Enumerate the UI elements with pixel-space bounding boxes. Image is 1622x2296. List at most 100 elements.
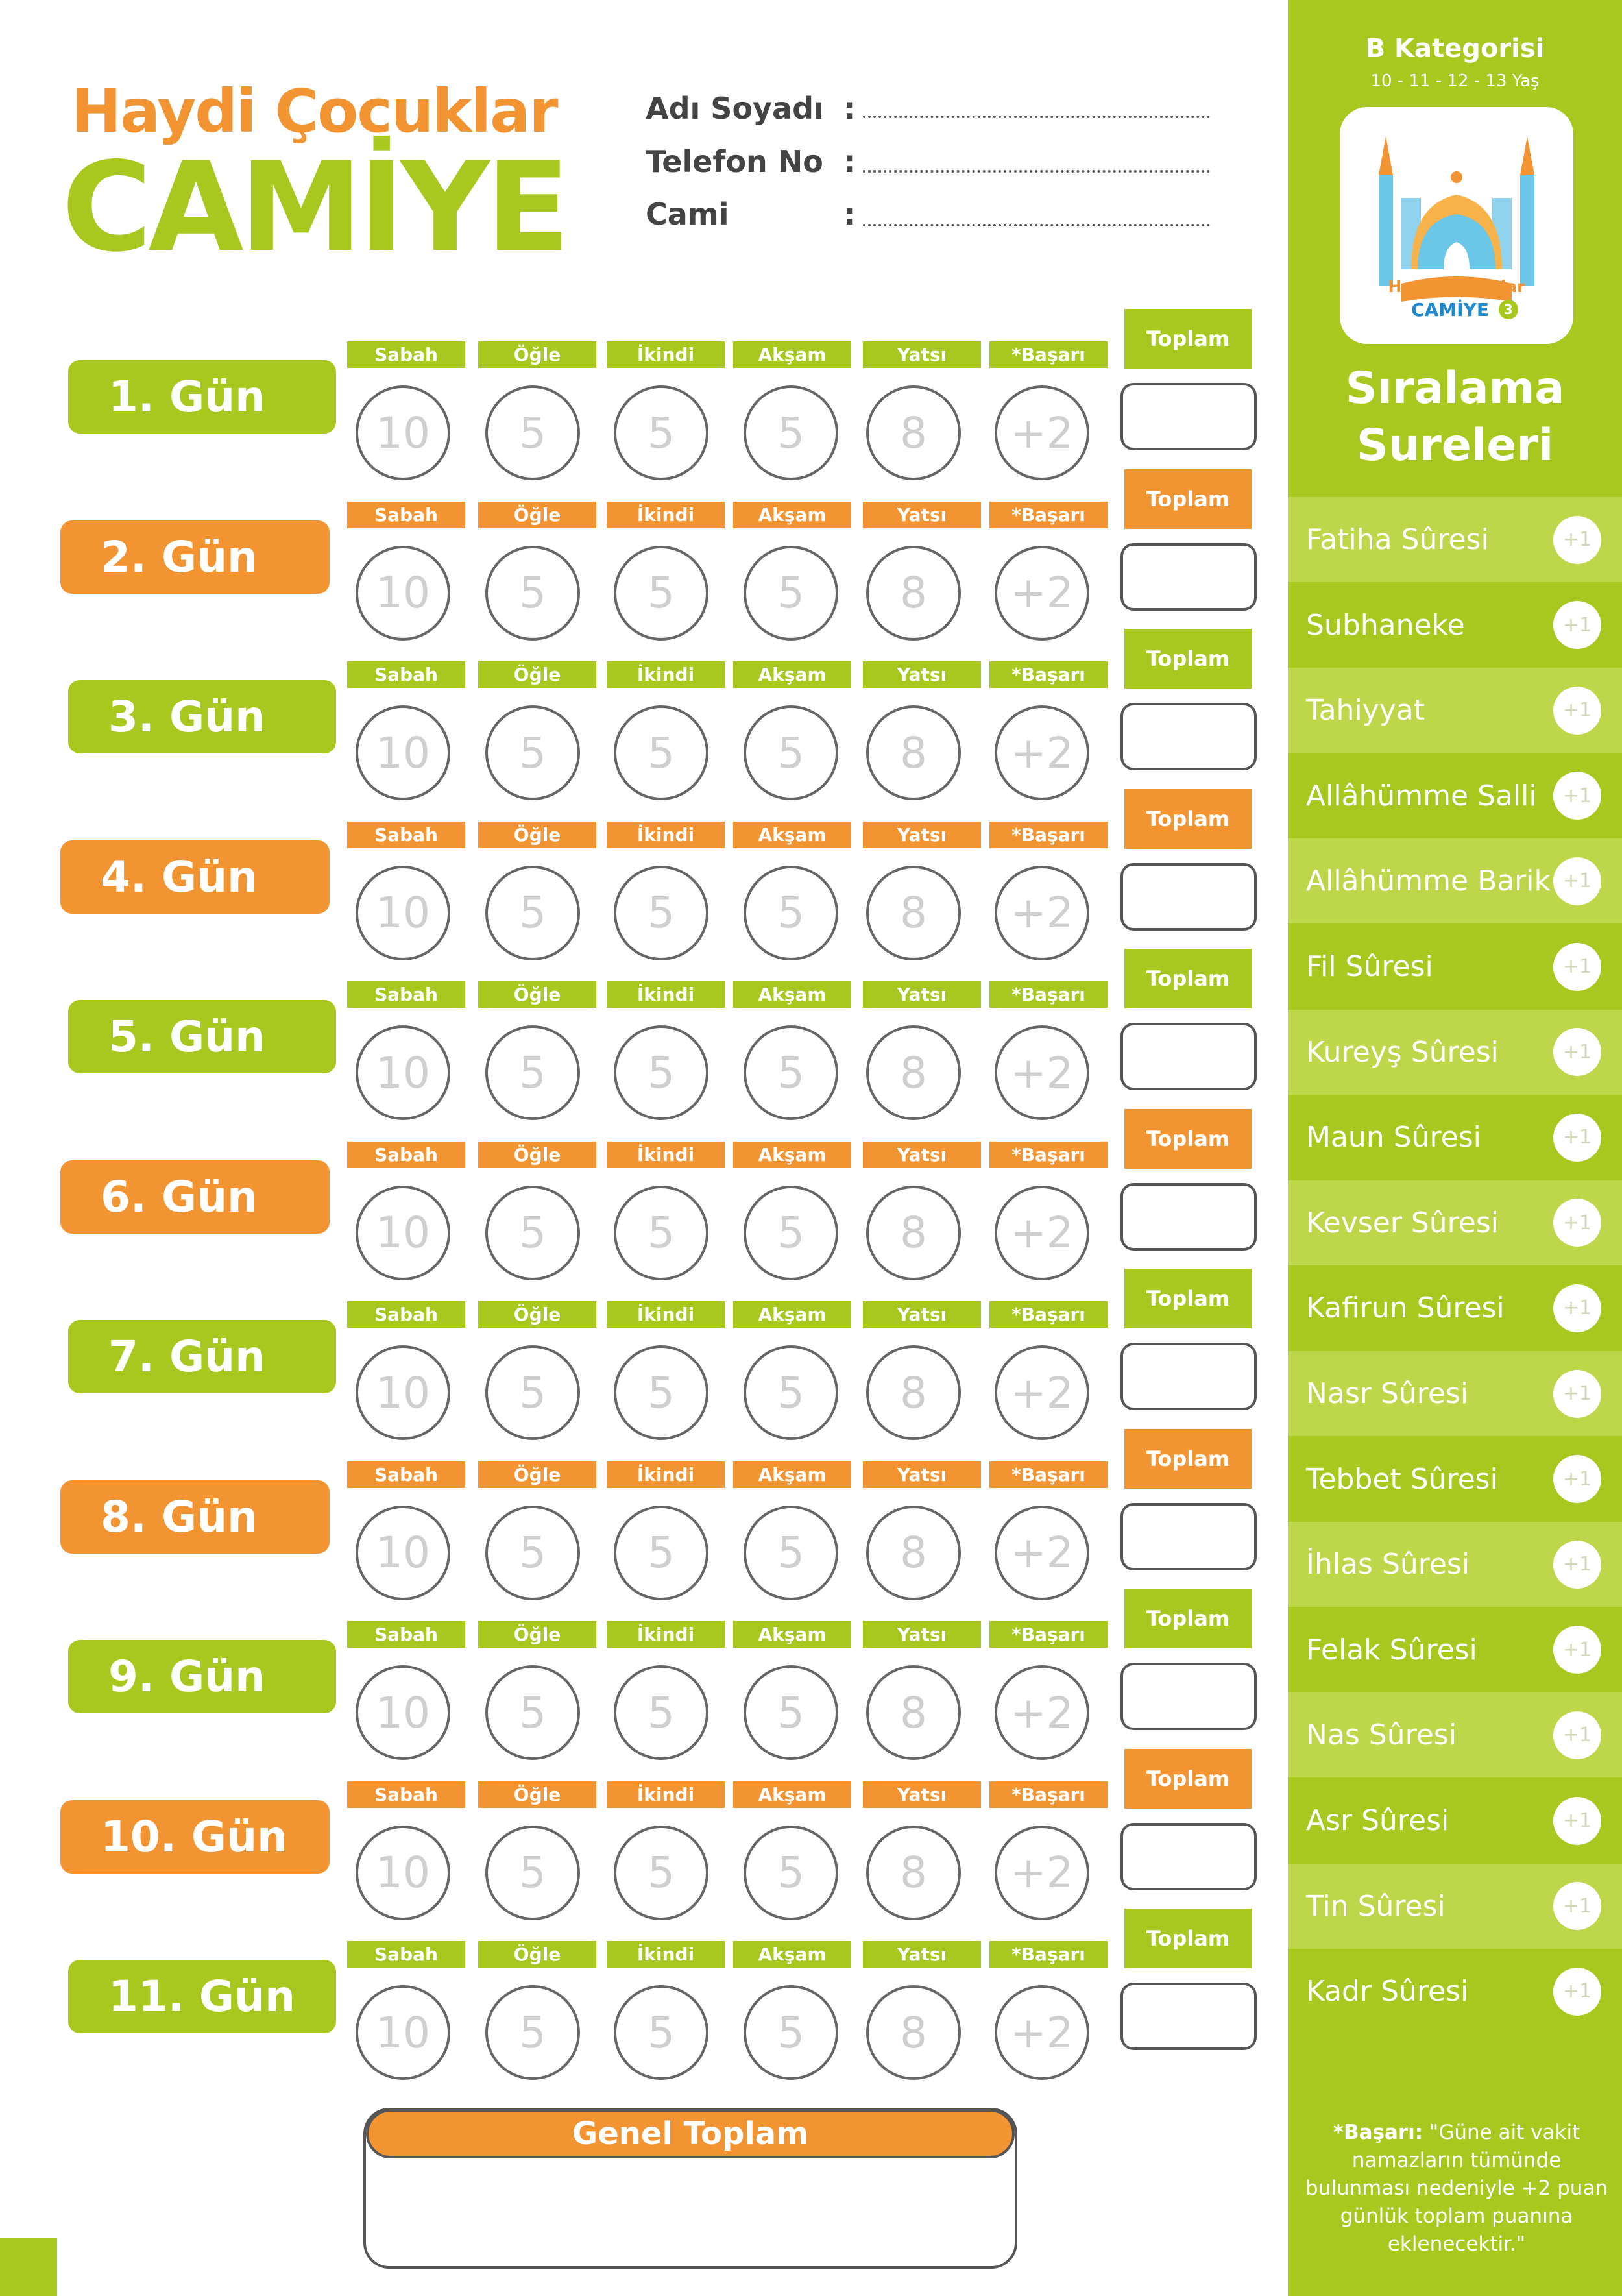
prayer-score-circle[interactable]: 10 [356,1185,450,1280]
daily-total-box[interactable] [1120,1663,1257,1730]
surah-points[interactable]: +1 [1553,1540,1601,1589]
prayer-score-circle[interactable]: +2 [995,545,1089,641]
surah-points[interactable]: +1 [1553,515,1601,564]
prayer-score-circle[interactable]: 5 [485,1025,580,1120]
surah-points[interactable]: +1 [1553,1967,1601,2016]
prayer-score-circle[interactable]: 5 [744,865,838,960]
prayer-score-circle[interactable]: 5 [744,1025,838,1120]
prayer-score-circle[interactable]: +2 [995,385,1089,480]
prayer-score-circle[interactable]: +2 [995,865,1089,960]
prayer-score-circle[interactable]: 5 [744,1505,838,1600]
surah-points[interactable]: +1 [1553,686,1601,735]
prayer-score-circle[interactable]: +2 [995,1985,1089,2080]
daily-total-box[interactable] [1120,1182,1257,1251]
prayer-score-circle[interactable]: 8 [866,1345,961,1440]
surah-points[interactable]: +1 [1553,1455,1601,1504]
daily-total-box[interactable] [1120,703,1257,770]
prayer-score-circle[interactable]: 8 [866,1985,961,2080]
daily-total-box[interactable] [1120,1343,1257,1410]
prayer-score-circle[interactable]: 5 [614,1665,708,1760]
surah-points[interactable]: +1 [1553,857,1601,905]
prayer-score-circle[interactable]: 10 [356,705,450,800]
prayer-score-circle[interactable]: 5 [485,1185,580,1280]
prayer-score-circle[interactable]: 8 [866,1185,961,1280]
prayer-score-circle[interactable]: 8 [866,385,961,480]
daily-total-box[interactable] [1120,543,1257,611]
prayer-score-circle[interactable]: 8 [866,1825,961,1920]
prayer-score-circle[interactable]: 5 [485,545,580,641]
prayer-score-circle[interactable]: +2 [995,1025,1089,1120]
prayer-score-circle[interactable]: 10 [356,1505,450,1600]
surah-points[interactable]: +1 [1553,1284,1601,1332]
mosque-field[interactable] [863,224,1210,226]
prayer-score-circle[interactable]: +2 [995,1505,1089,1600]
daily-total-box[interactable] [1120,383,1257,450]
prayer-score-circle[interactable]: 8 [866,1505,961,1600]
prayer-score-circle[interactable]: 5 [744,1345,838,1440]
prayer-score-circle[interactable]: 10 [356,865,450,960]
daily-total-box[interactable] [1120,1502,1257,1570]
prayer-score-circle[interactable]: 10 [356,545,450,641]
prayer-score-circle[interactable]: +2 [995,1345,1089,1440]
prayer-score-circle[interactable]: 5 [485,1665,580,1760]
surah-points[interactable]: +1 [1553,1882,1601,1931]
prayer-score-circle[interactable]: 5 [744,705,838,800]
daily-total-box[interactable] [1120,1822,1257,1890]
prayer-score-circle[interactable]: 5 [614,385,708,480]
prayer-score-circle[interactable]: 5 [744,1985,838,2080]
prayer-score-circle[interactable]: 8 [866,1665,961,1760]
daily-total-box[interactable] [1120,862,1257,931]
prayer-score-circle[interactable]: 5 [614,545,708,641]
prayer-score-circle[interactable]: 5 [614,705,708,800]
prayer-score-circle[interactable]: 5 [485,385,580,480]
surah-name: Asr Sûresi [1306,1804,1449,1837]
prayer-score-circle[interactable]: 5 [485,1985,580,2080]
prayer-score-circle[interactable]: 5 [614,1505,708,1600]
prayer-score-circle[interactable]: 8 [866,1025,961,1120]
daily-total-box[interactable] [1120,1983,1257,2050]
prayer-score-circle[interactable]: 5 [485,1505,580,1600]
prayer-score-circle[interactable]: 5 [744,1665,838,1760]
prayer-score-circle[interactable]: 5 [744,545,838,641]
surah-points[interactable]: +1 [1553,1796,1601,1845]
prayer-score-circle[interactable]: +2 [995,1825,1089,1920]
name-field[interactable] [863,116,1210,118]
phone-field[interactable] [863,170,1210,173]
surah-points[interactable]: +1 [1553,1711,1601,1759]
prayer-score-circle[interactable]: 5 [614,1345,708,1440]
prayer-score-circle[interactable]: 8 [866,865,961,960]
prayer-score-circle[interactable]: 5 [485,705,580,800]
prayer-score-circle[interactable]: 10 [356,1345,450,1440]
prayer-score-circle[interactable]: 5 [614,1185,708,1280]
prayer-score-circle[interactable]: 8 [866,545,961,641]
prayer-score-circle[interactable]: 10 [356,1825,450,1920]
prayer-score-circle[interactable]: 5 [614,1025,708,1120]
prayer-score-circle[interactable]: 10 [356,385,450,480]
prayer-score-circle[interactable]: 5 [485,1825,580,1920]
prayer-score-circle[interactable]: 5 [614,1985,708,2080]
prayer-score-circle[interactable]: 10 [356,1985,450,2080]
daily-total-box[interactable] [1120,1023,1257,1090]
prayer-score-circle[interactable]: +2 [995,1665,1089,1760]
prayer-score-circle[interactable]: 5 [744,1185,838,1280]
surah-points[interactable]: +1 [1553,1113,1601,1162]
surah-points[interactable]: +1 [1553,942,1601,991]
surah-points[interactable]: +1 [1553,601,1601,650]
prayer-score-circle[interactable]: 10 [356,1665,450,1760]
surah-points[interactable]: +1 [1553,1626,1601,1674]
surah-points[interactable]: +1 [1553,1369,1601,1418]
prayer-score-circle[interactable]: 5 [614,1825,708,1920]
prayer-score-circle[interactable]: +2 [995,1185,1089,1280]
prayer-score-circle[interactable]: 10 [356,1025,450,1120]
prayer-score-circle[interactable]: 5 [485,865,580,960]
surah-points[interactable]: +1 [1553,772,1601,820]
surah-points[interactable]: +1 [1553,1028,1601,1077]
prayer-score-circle[interactable]: 5 [744,1825,838,1920]
prayer-score-circle[interactable]: +2 [995,705,1089,800]
prayer-score-circle[interactable]: 5 [614,865,708,960]
prayer-score-circle[interactable]: 8 [866,705,961,800]
prayer-score-circle[interactable]: 5 [744,385,838,480]
surah-points[interactable]: +1 [1553,1199,1601,1247]
prayer-score-circle[interactable]: 5 [485,1345,580,1440]
surah-name: Allâhümme Salli [1306,779,1537,812]
